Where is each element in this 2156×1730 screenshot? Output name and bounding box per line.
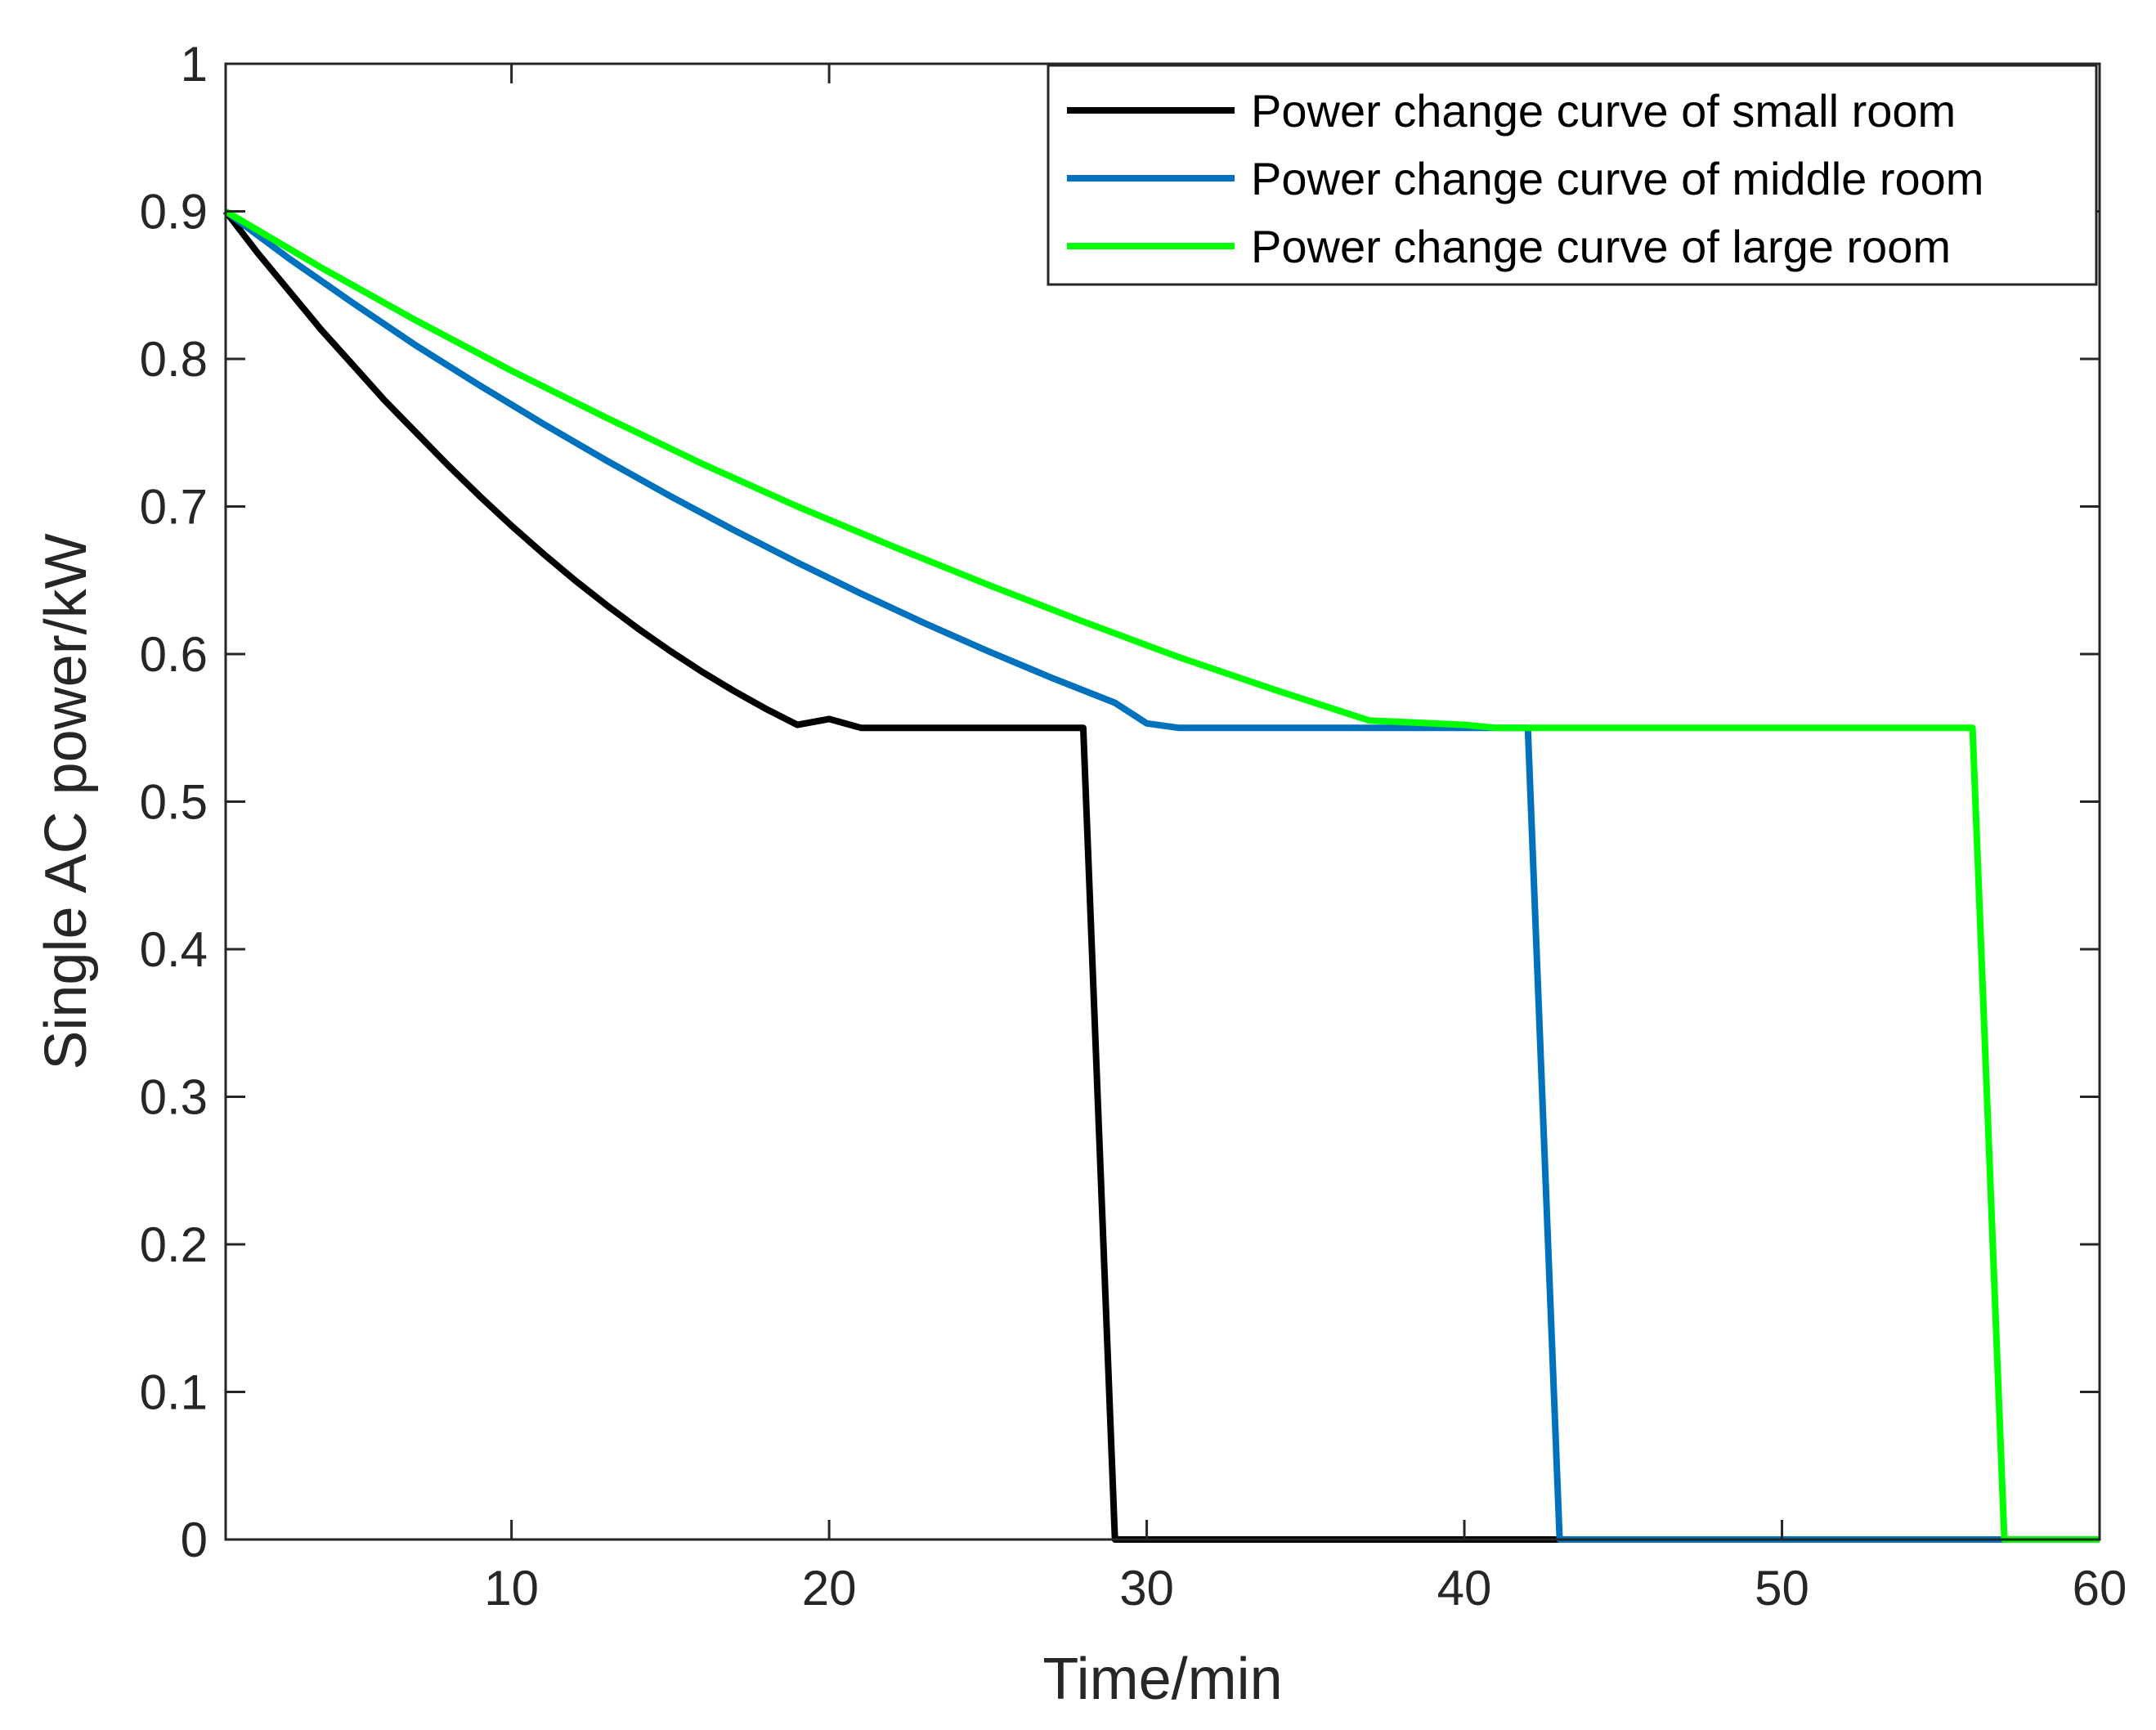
series-line-2	[223, 208, 2100, 1543]
y-tick-label: 0.5	[140, 775, 208, 830]
legend-label-middle-room: Power change curve of middle room	[1251, 153, 1983, 204]
y-tick-labels: 0 0.1 0.2 0.3 0.4 0.5 0.6 0.7 0.8 0.9 1	[140, 37, 208, 1567]
y-tick-label: 0.9	[140, 185, 208, 240]
x-tick-labels: 10 20 30 40 50 60	[484, 1561, 2127, 1616]
x-tick-label: 20	[802, 1561, 857, 1616]
y-axis-title: Single AC power/kW	[34, 533, 99, 1069]
x-tick-label: 40	[1437, 1561, 1492, 1616]
x-tick-label: 30	[1119, 1561, 1174, 1616]
legend-label-large-room: Power change curve of large room	[1251, 221, 1951, 272]
x-axis-title: Time/min	[1042, 1647, 1282, 1712]
y-tick-label: 0.7	[140, 480, 208, 535]
y-tick-label: 0.6	[140, 627, 208, 682]
y-tick-label: 0.4	[140, 922, 208, 977]
x-tick-label: 60	[2073, 1561, 2127, 1616]
y-tick-label: 0.8	[140, 332, 208, 387]
legend: Power change curve of small room Power c…	[1047, 64, 2098, 286]
x-tick-label: 10	[484, 1561, 539, 1616]
x-tick-label: 50	[1755, 1561, 1809, 1616]
y-tick-label: 0.3	[140, 1070, 208, 1125]
y-tick-label: 0.2	[140, 1217, 208, 1272]
series-line-0	[222, 209, 1560, 1543]
y-tick-label: 0.1	[140, 1365, 208, 1420]
legend-label-small-room: Power change curve of small room	[1251, 85, 1956, 137]
y-tick-label: 1	[181, 37, 208, 92]
plot-area	[222, 208, 2100, 1543]
y-tick-label: 0	[181, 1513, 208, 1567]
